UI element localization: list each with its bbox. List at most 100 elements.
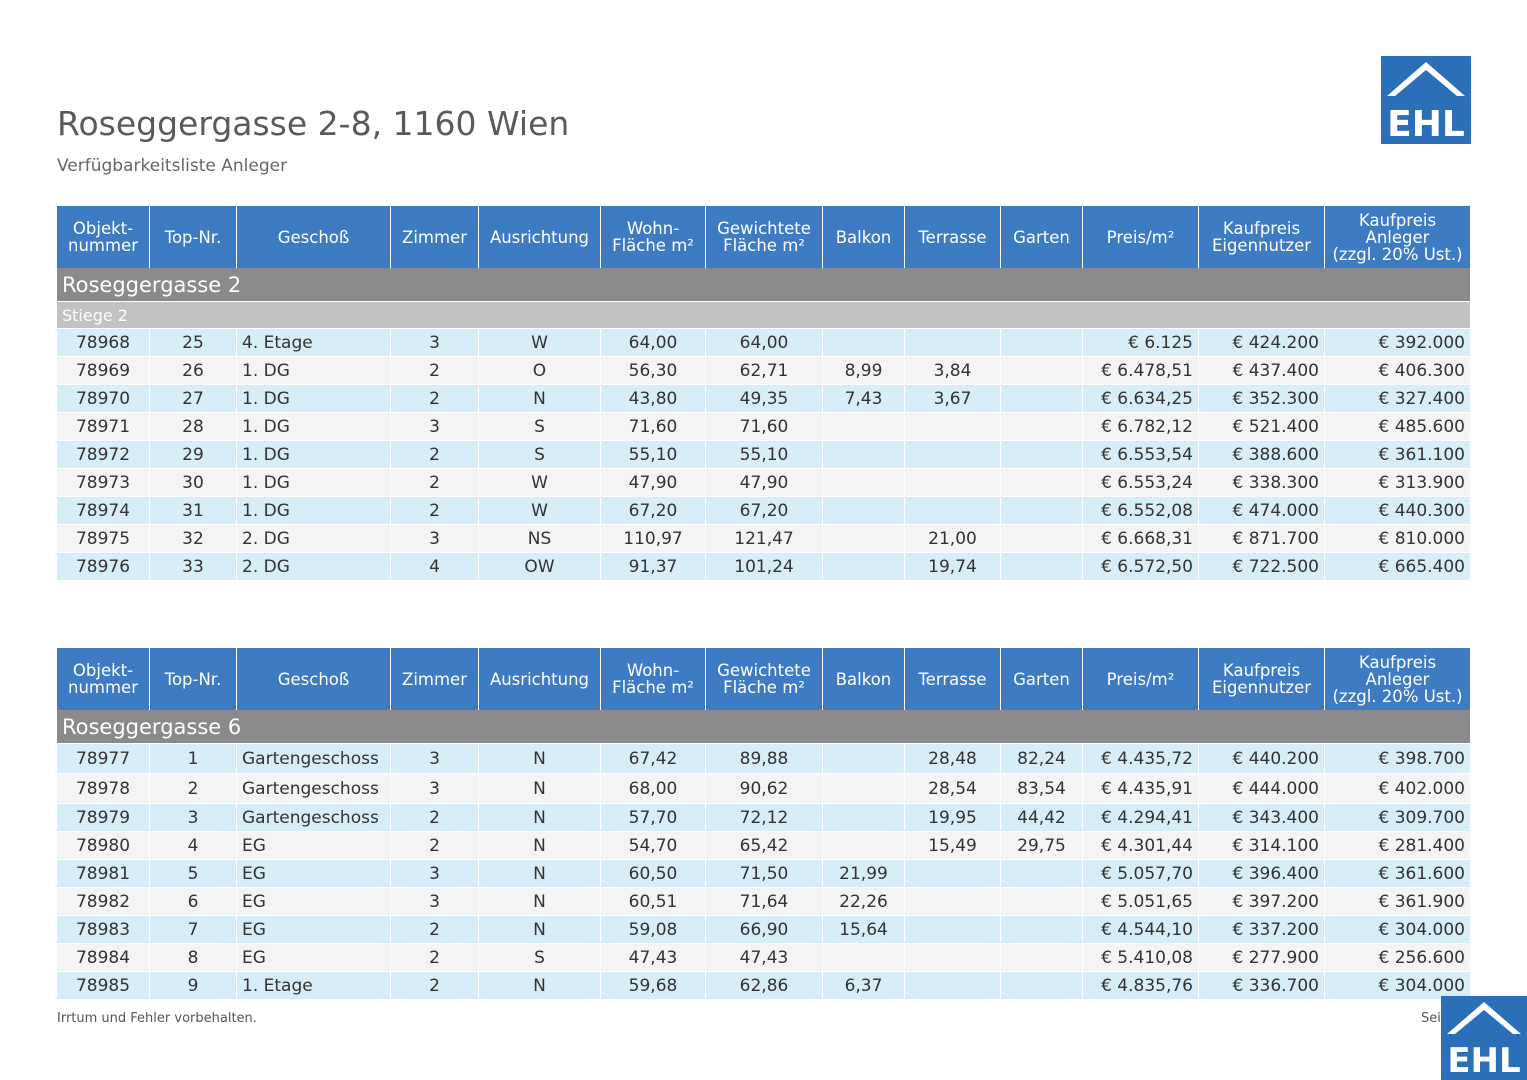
cell-ausrichtung: S bbox=[479, 441, 601, 469]
cell-kaufpreis-anleger: € 361.600 bbox=[1325, 860, 1470, 888]
cell-geschoss: 1. DG bbox=[237, 441, 391, 469]
cell-terrasse bbox=[905, 441, 1001, 469]
cell-preis-pro-m2: € 5.410,08 bbox=[1083, 944, 1199, 972]
cell-wohnflaeche: 67,42 bbox=[601, 744, 706, 774]
cell-preis-pro-m2: € 4.835,76 bbox=[1083, 972, 1199, 1000]
cell-gewichtete-flaeche: 71,60 bbox=[706, 413, 823, 441]
table-row: 78976 33 2. DG 4 OW 91,37 101,24 19,74 € 6.572,5… bbox=[57, 553, 1470, 581]
column-header-line: Wohn- bbox=[626, 661, 680, 680]
column-header-line: Top-Nr. bbox=[164, 669, 222, 689]
column-header-line: Eigennutzer bbox=[1211, 678, 1312, 697]
table-row: 78974 31 1. DG 2 W 67,20 67,20 € 6.552,08 € 474.… bbox=[57, 497, 1470, 525]
cell-geschoss: EG bbox=[237, 888, 391, 916]
cell-zimmer: 2 bbox=[391, 804, 479, 832]
cell-kaufpreis-eigennutzer: € 437.400 bbox=[1199, 357, 1325, 385]
cell-terrasse bbox=[905, 972, 1001, 1000]
table-row: 78972 29 1. DG 2 S 55,10 55,10 € 6.553,54 € 388.… bbox=[57, 441, 1470, 469]
cell-objektnummer: 78983 bbox=[57, 916, 150, 944]
cell-preis-pro-m2: € 4.435,72 bbox=[1083, 744, 1199, 774]
column-header-line: (zzgl. 20% Ust.) bbox=[1332, 244, 1463, 264]
cell-wohnflaeche: 59,68 bbox=[601, 972, 706, 1000]
cell-terrasse bbox=[905, 860, 1001, 888]
cell-kaufpreis-anleger: € 398.700 bbox=[1325, 744, 1470, 774]
cell-balkon bbox=[823, 329, 905, 357]
cell-top-nr: 8 bbox=[150, 944, 237, 972]
cell-preis-pro-m2: € 4.435,91 bbox=[1083, 774, 1199, 804]
cell-terrasse: 28,54 bbox=[905, 774, 1001, 804]
column-header-line: Kaufpreis bbox=[1358, 652, 1437, 672]
cell-kaufpreis-eigennutzer: € 336.700 bbox=[1199, 972, 1325, 1000]
cell-gewichtete-flaeche: 71,64 bbox=[706, 888, 823, 916]
column-header-kaufpreis-eigennutzer: Kaufpreis Eigennutzer bbox=[1199, 206, 1325, 268]
cell-kaufpreis-eigennutzer: € 440.200 bbox=[1199, 744, 1325, 774]
cell-gewichtete-flaeche: 62,86 bbox=[706, 972, 823, 1000]
page-subtitle: Verfügbarkeitsliste Anleger bbox=[57, 156, 288, 176]
cell-gewichtete-flaeche: 72,12 bbox=[706, 804, 823, 832]
cell-garten bbox=[1001, 553, 1083, 581]
cell-garten bbox=[1001, 385, 1083, 413]
cell-kaufpreis-anleger: € 665.400 bbox=[1325, 553, 1470, 581]
cell-ausrichtung: N bbox=[479, 888, 601, 916]
table-row: 78970 27 1. DG 2 N 43,80 49,35 7,43 3,67 € 6.634,… bbox=[57, 385, 1470, 413]
cell-wohnflaeche: 68,00 bbox=[601, 774, 706, 804]
cell-gewichtete-flaeche: 55,10 bbox=[706, 441, 823, 469]
column-header-zimmer: Zimmer bbox=[391, 648, 479, 710]
availability-table-roseggergasse-2: Objekt-nummer Top-Nr. Geschoß Zimmer Ausrich… bbox=[57, 206, 1470, 581]
cell-geschoss: 1. DG bbox=[237, 357, 391, 385]
column-header-balkon: Balkon bbox=[823, 648, 905, 710]
disclaimer: Irrtum und Fehler vorbehalten. bbox=[57, 1011, 257, 1026]
column-header-balkon: Balkon bbox=[823, 206, 905, 268]
cell-top-nr: 32 bbox=[150, 525, 237, 553]
cell-wohnflaeche: 110,97 bbox=[601, 525, 706, 553]
table-row: 78980 4 EG 2 N 54,70 65,42 15,49 29,75 € 4.301,44… bbox=[57, 832, 1470, 860]
cell-preis-pro-m2: € 6.572,50 bbox=[1083, 553, 1199, 581]
cell-geschoss: Gartengeschoss bbox=[237, 774, 391, 804]
cell-balkon bbox=[823, 469, 905, 497]
cell-terrasse bbox=[905, 469, 1001, 497]
cell-geschoss: 4. Etage bbox=[237, 329, 391, 357]
cell-gewichtete-flaeche: 67,20 bbox=[706, 497, 823, 525]
cell-geschoss: 2. DG bbox=[237, 525, 391, 553]
cell-top-nr: 7 bbox=[150, 916, 237, 944]
cell-kaufpreis-eigennutzer: € 396.400 bbox=[1199, 860, 1325, 888]
cell-preis-pro-m2: € 4.301,44 bbox=[1083, 832, 1199, 860]
column-header-gewichtete-flaeche: Gewichtete Fläche m² bbox=[706, 206, 823, 268]
column-header-line: Geschoß bbox=[277, 227, 350, 247]
cell-geschoss: Gartengeschoss bbox=[237, 744, 391, 774]
cell-wohnflaeche: 67,20 bbox=[601, 497, 706, 525]
cell-zimmer: 2 bbox=[391, 916, 479, 944]
cell-zimmer: 4 bbox=[391, 553, 479, 581]
cell-balkon bbox=[823, 744, 905, 774]
header-row: Objekt-nummer Top-Nr. Geschoß Zimmer Ausrich… bbox=[57, 206, 1470, 268]
cell-garten: 29,75 bbox=[1001, 832, 1083, 860]
column-header-terrasse: Terrasse bbox=[905, 206, 1001, 268]
cell-kaufpreis-anleger: € 402.000 bbox=[1325, 774, 1470, 804]
cell-objektnummer: 78980 bbox=[57, 832, 150, 860]
cell-kaufpreis-anleger: € 304.000 bbox=[1325, 916, 1470, 944]
cell-objektnummer: 78982 bbox=[57, 888, 150, 916]
cell-geschoss: EG bbox=[237, 832, 391, 860]
column-header-line: Kaufpreis bbox=[1222, 661, 1301, 680]
cell-zimmer: 2 bbox=[391, 972, 479, 1000]
cell-ausrichtung: W bbox=[479, 329, 601, 357]
cell-balkon bbox=[823, 441, 905, 469]
cell-wohnflaeche: 57,70 bbox=[601, 804, 706, 832]
cell-ausrichtung: S bbox=[479, 944, 601, 972]
column-header-line: Gewichtete bbox=[717, 219, 811, 238]
cell-ausrichtung: N bbox=[479, 744, 601, 774]
cell-kaufpreis-anleger: € 313.900 bbox=[1325, 469, 1470, 497]
cell-terrasse: 21,00 bbox=[905, 525, 1001, 553]
column-header-top-nr: Top-Nr. bbox=[150, 648, 237, 710]
column-header-objektnummer: Objekt-nummer bbox=[57, 648, 150, 710]
cell-zimmer: 3 bbox=[391, 860, 479, 888]
cell-zimmer: 3 bbox=[391, 413, 479, 441]
cell-preis-pro-m2: € 6.634,25 bbox=[1083, 385, 1199, 413]
cell-kaufpreis-eigennutzer: € 337.200 bbox=[1199, 916, 1325, 944]
column-header-terrasse: Terrasse bbox=[905, 648, 1001, 710]
cell-geschoss: EG bbox=[237, 916, 391, 944]
cell-kaufpreis-anleger: € 256.600 bbox=[1325, 944, 1470, 972]
column-header-line: Balkon bbox=[835, 669, 892, 689]
table-row: 78984 8 EG 2 S 47,43 47,43 € 5.410,08 € 277.900 €… bbox=[57, 944, 1470, 972]
group-heading: Roseggergasse 2 bbox=[57, 268, 1470, 302]
ehl-logo-text: EHL bbox=[1387, 104, 1465, 144]
